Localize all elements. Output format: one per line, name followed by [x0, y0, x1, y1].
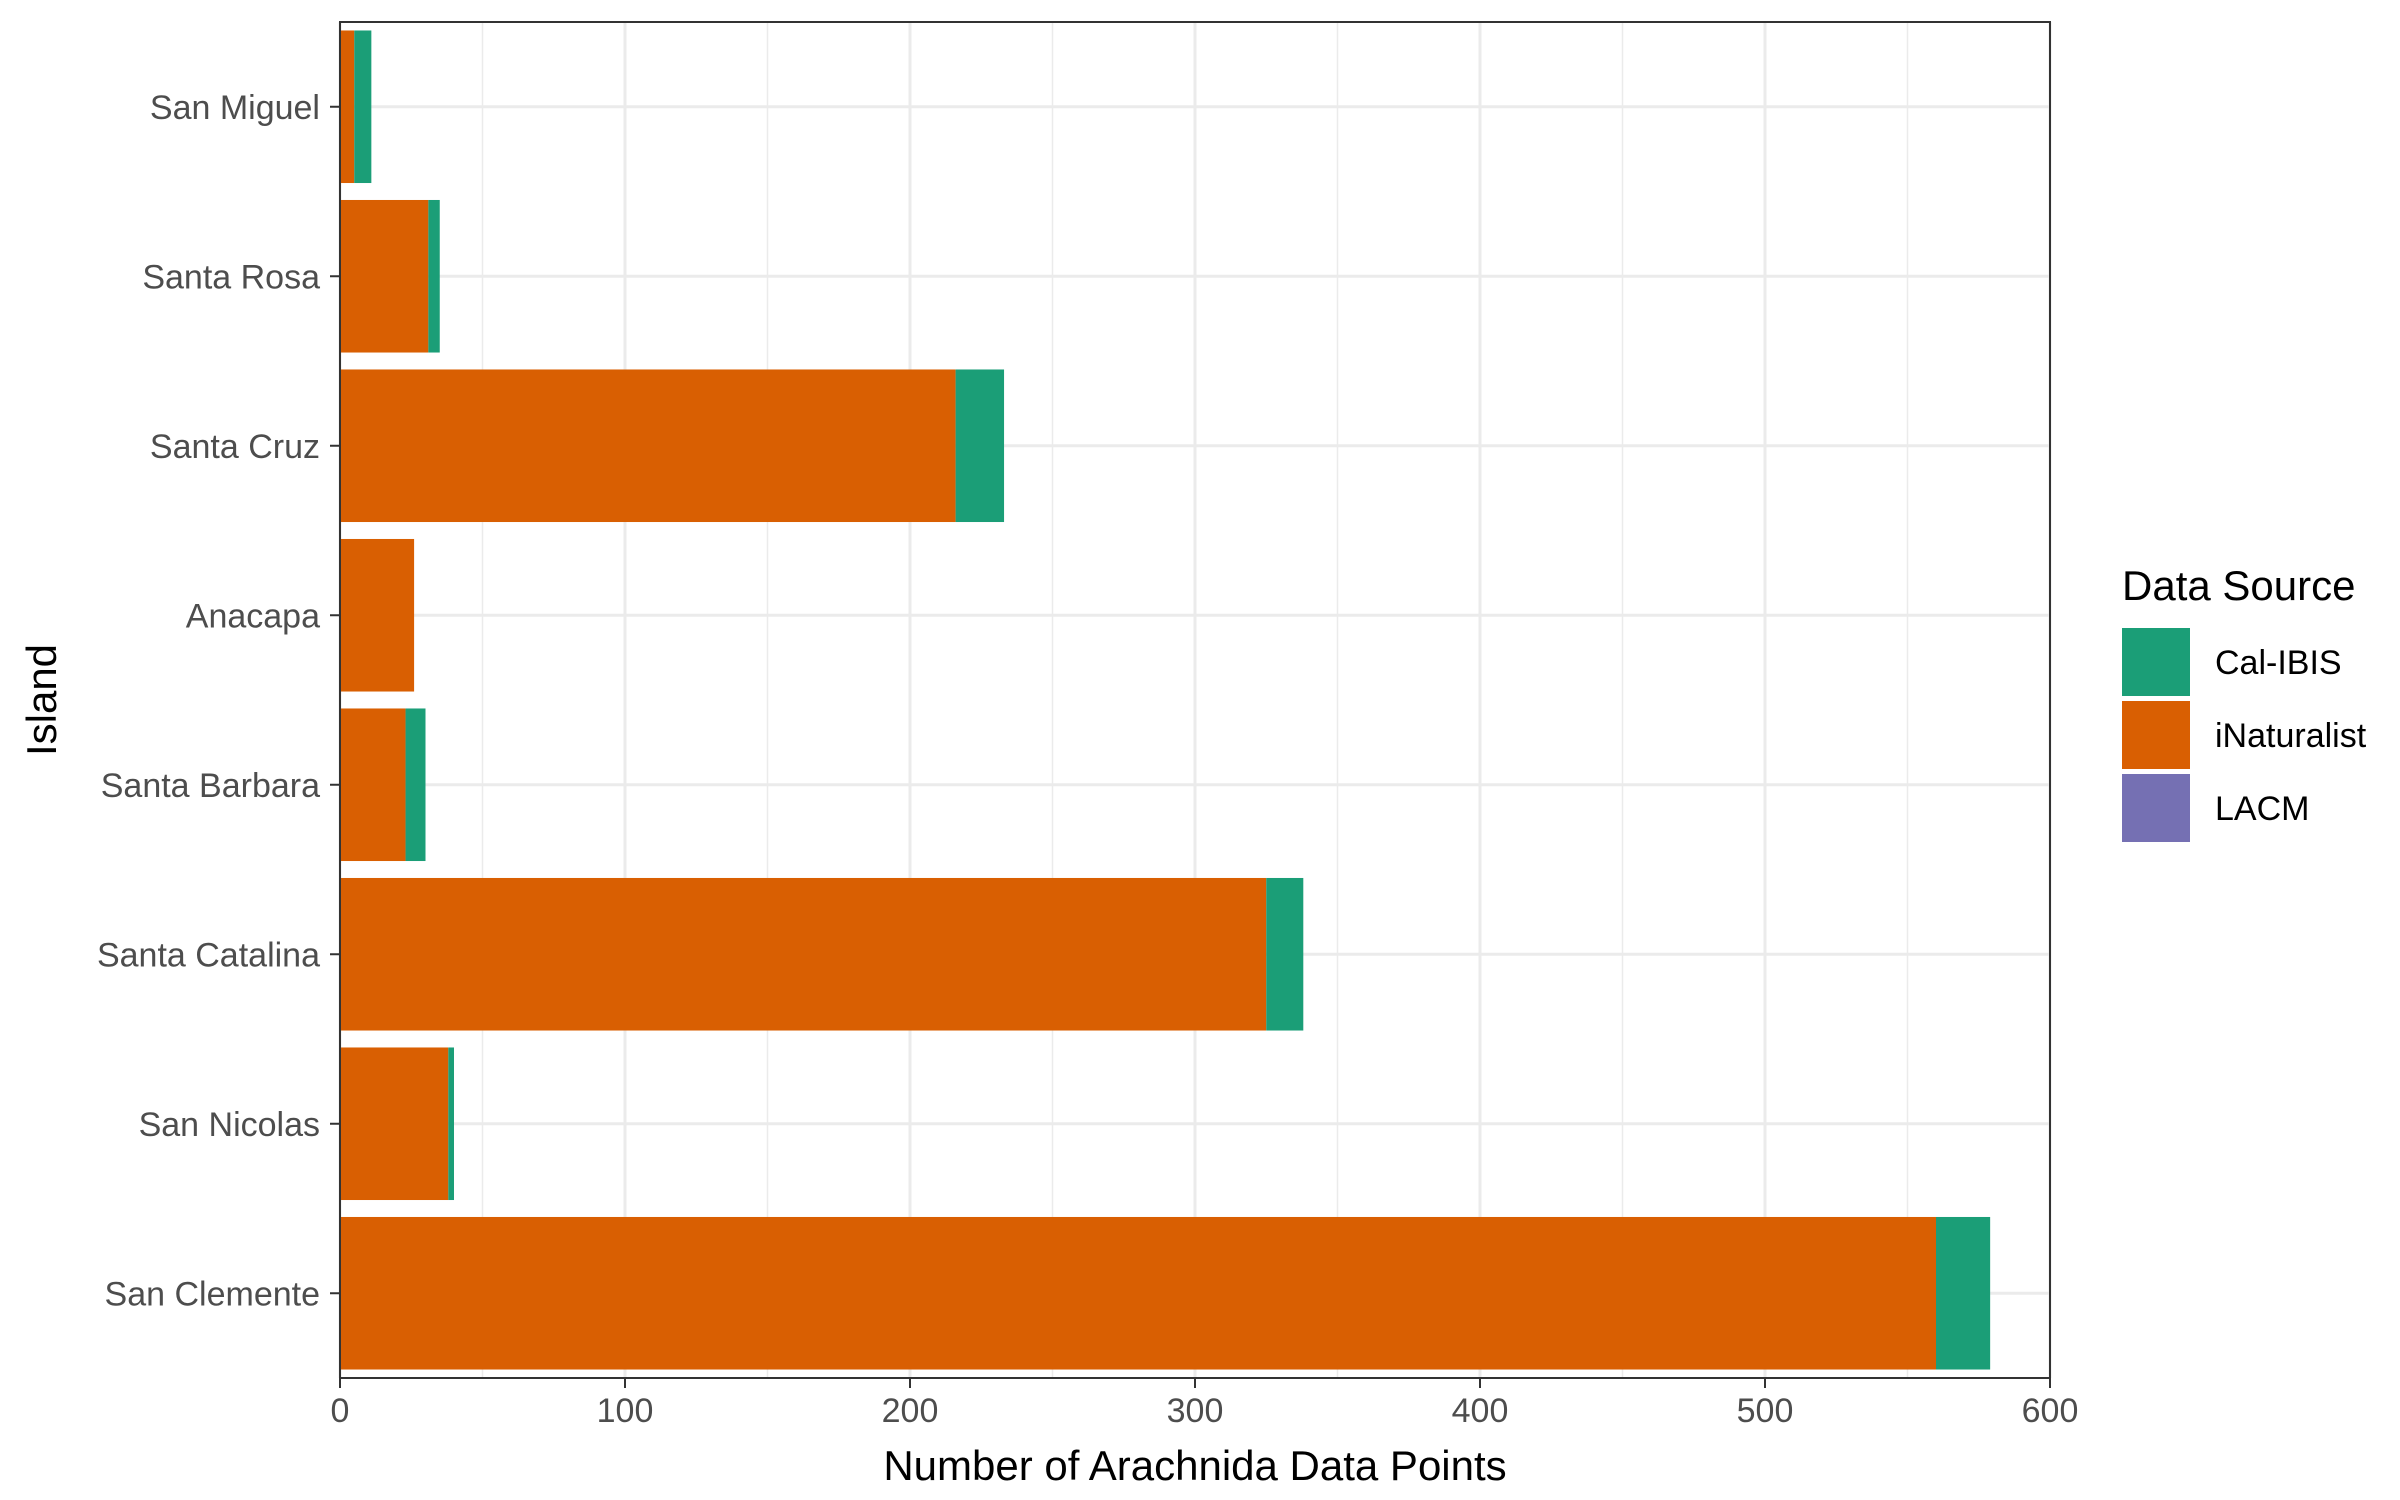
- bar-san-miguel-inaturalist: [340, 30, 355, 184]
- minor-gridlines: [481, 22, 1909, 1378]
- x-tick-label: 500: [1737, 1392, 1794, 1430]
- bar-san-nicolas-inaturalist: [340, 1047, 449, 1201]
- bar-san-nicolas-cal-ibis: [448, 1047, 454, 1201]
- y-tick-label-san-nicolas: San Nicolas: [139, 1106, 320, 1144]
- y-tick-label-santa-cruz: Santa Cruz: [150, 428, 320, 466]
- x-axis-title: Number of Arachnida Data Points: [883, 1442, 1506, 1489]
- x-tick-label: 100: [597, 1392, 654, 1430]
- bars: [340, 30, 1991, 1370]
- bar-santa-rosa-cal-ibis: [428, 199, 440, 353]
- bar-santa-barbara-cal-ibis: [405, 708, 426, 862]
- y-axis: San Miguel Santa Rosa Santa Cruz Anacapa San…: [97, 89, 340, 1313]
- bar-santa-rosa-inaturalist: [340, 199, 429, 353]
- legend-label-cal-ibis: Cal-IBIS: [2215, 644, 2342, 682]
- y-tick-label-san-miguel: San Miguel: [150, 89, 320, 127]
- bar-santa-catalina-inaturalist: [340, 877, 1267, 1031]
- bar-santa-barbara-inaturalist: [340, 708, 406, 862]
- bar-santa-cruz-inaturalist: [340, 369, 956, 523]
- x-tick-label: 300: [1167, 1392, 1224, 1430]
- x-tick-label: 400: [1452, 1392, 1509, 1430]
- y-tick-label-santa-barbara: Santa Barbara: [101, 767, 320, 805]
- legend-key-cal-ibis: [2122, 628, 2190, 696]
- y-tick-label-anacapa: Anacapa: [186, 597, 320, 635]
- bar-san-clemente-cal-ibis: [1936, 1216, 1991, 1370]
- legend-label-inaturalist: iNaturalist: [2215, 717, 2367, 755]
- bar-anacapa-inaturalist: [340, 538, 415, 692]
- x-tick-label: 0: [331, 1392, 350, 1430]
- y-tick-label-santa-rosa: Santa Rosa: [142, 258, 320, 296]
- legend: Data Source Cal-IBIS iNaturalist LACM: [2122, 562, 2367, 842]
- y-tick-label-santa-catalina: Santa Catalina: [97, 936, 320, 974]
- x-tick-label: 600: [2022, 1392, 2079, 1430]
- y-axis-title: Island: [18, 644, 65, 756]
- bar-san-clemente-inaturalist: [340, 1216, 1936, 1370]
- bar-santa-cruz-cal-ibis: [955, 369, 1005, 523]
- bar-san-miguel-cal-ibis: [354, 30, 372, 184]
- legend-title: Data Source: [2122, 562, 2355, 609]
- y-tick-label-san-clemente: San Clemente: [105, 1275, 320, 1313]
- legend-label-lacm: LACM: [2215, 790, 2309, 828]
- legend-key-inaturalist: [2122, 701, 2190, 769]
- major-gridlines: [338, 22, 2052, 1378]
- x-tick-label: 200: [882, 1392, 939, 1430]
- bar-santa-catalina-cal-ibis: [1266, 877, 1304, 1031]
- x-axis: 0 100 200 300 400 500 600: [331, 1378, 2079, 1430]
- legend-key-lacm: [2122, 774, 2190, 842]
